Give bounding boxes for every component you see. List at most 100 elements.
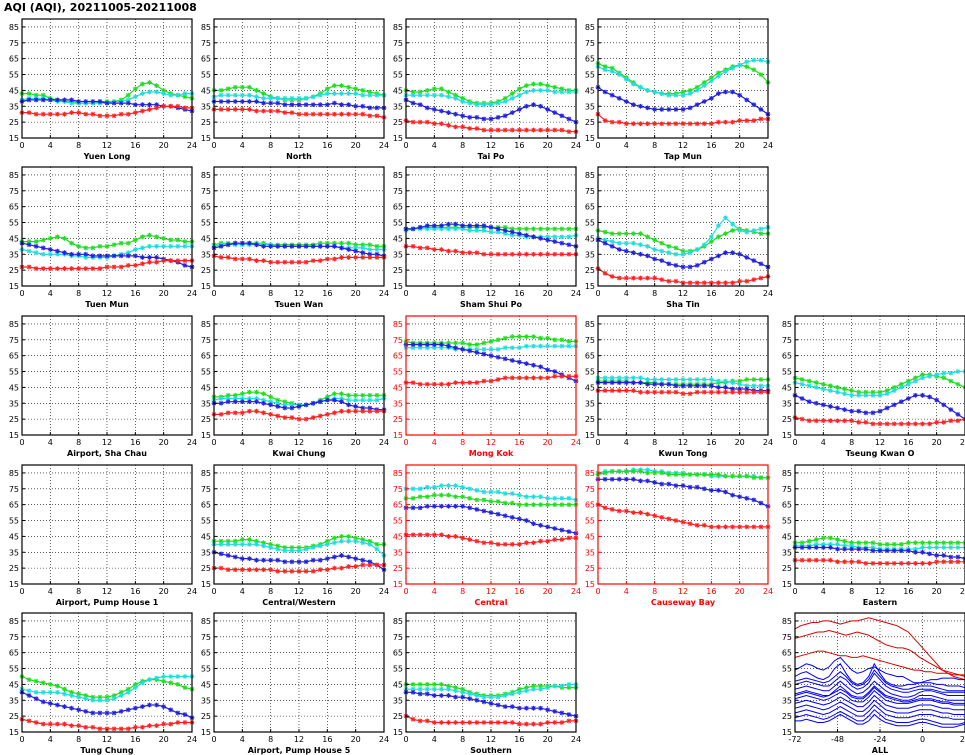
data-point-marker	[417, 381, 423, 387]
data-point-marker	[26, 693, 32, 698]
data-point-marker	[694, 102, 700, 108]
data-point-marker	[239, 391, 245, 397]
data-point-marker	[849, 388, 855, 393]
data-point-marker	[744, 255, 750, 260]
y-tick-label: 45	[201, 86, 211, 95]
data-point-marker	[410, 682, 416, 687]
data-point-marker	[218, 107, 224, 112]
x-tick-label: 16	[706, 141, 716, 150]
x-tick-label: 4	[432, 438, 437, 447]
data-point-marker	[623, 375, 629, 381]
data-point-marker	[367, 538, 373, 544]
data-point-marker	[842, 538, 847, 544]
data-point-marker	[616, 247, 622, 252]
x-tick-label: 20	[351, 289, 361, 298]
data-point-marker	[481, 720, 487, 725]
y-tick-label: 75	[9, 187, 19, 196]
data-point-marker	[495, 100, 501, 106]
data-point-marker	[218, 411, 224, 417]
data-point-marker	[247, 99, 252, 104]
y-tick-label: 65	[393, 203, 403, 212]
data-point-marker	[332, 111, 337, 117]
data-point-marker	[835, 385, 840, 390]
data-point-marker	[154, 255, 159, 260]
x-tick-label: 4	[240, 735, 245, 744]
data-point-marker	[118, 708, 124, 714]
data-point-marker	[261, 410, 266, 416]
data-point-marker	[538, 522, 543, 528]
data-point-marker	[884, 560, 890, 566]
data-point-marker	[566, 535, 572, 541]
data-point-marker	[638, 389, 643, 395]
data-point-marker	[913, 560, 918, 566]
data-point-marker	[332, 256, 337, 262]
y-tick-label: 25	[9, 118, 19, 127]
y-tick-label: 85	[585, 23, 595, 32]
data-point-marker	[552, 127, 558, 133]
data-point-marker	[723, 89, 728, 95]
data-point-marker	[730, 119, 735, 125]
data-point-marker	[275, 95, 281, 101]
data-point-marker	[175, 92, 181, 98]
data-point-marker	[453, 494, 458, 500]
data-point-marker	[282, 259, 288, 265]
data-point-marker	[842, 407, 847, 413]
data-point-marker	[927, 545, 932, 550]
data-point-marker	[168, 721, 174, 727]
data-point-marker	[247, 389, 252, 395]
data-point-marker	[76, 694, 82, 700]
data-point-marker	[140, 261, 145, 267]
data-point-marker	[339, 396, 344, 401]
data-point-marker	[254, 399, 259, 405]
data-point-marker	[856, 559, 862, 565]
x-tick-label: 8	[652, 587, 657, 596]
data-point-marker	[509, 720, 515, 725]
data-point-marker	[652, 256, 658, 262]
data-point-marker	[296, 259, 302, 265]
data-point-marker	[69, 266, 74, 271]
data-point-marker	[701, 522, 707, 528]
data-point-marker	[97, 710, 103, 716]
data-point-marker	[83, 708, 89, 714]
x-tick-label: 24	[763, 438, 773, 447]
data-point-marker	[545, 685, 551, 690]
y-tick-label: 85	[585, 469, 595, 478]
data-point-marker	[467, 223, 473, 229]
data-point-marker	[232, 396, 238, 401]
data-point-marker	[310, 243, 316, 249]
x-tick-label: 16	[514, 141, 524, 150]
data-point-marker	[694, 522, 700, 528]
y-tick-label: 35	[782, 548, 792, 557]
data-point-marker	[353, 248, 359, 254]
data-point-marker	[948, 540, 954, 546]
y-tick-label: 85	[782, 617, 792, 626]
data-point-marker	[509, 334, 515, 340]
data-point-marker	[97, 253, 103, 259]
data-point-marker	[360, 88, 366, 93]
y-tick-label: 65	[782, 352, 792, 361]
data-point-marker	[502, 228, 508, 233]
data-point-marker	[701, 242, 707, 248]
data-point-marker	[55, 721, 60, 727]
data-point-marker	[673, 107, 679, 112]
data-point-marker	[531, 88, 536, 93]
data-point-marker	[268, 411, 274, 417]
data-point-marker	[175, 674, 181, 679]
data-point-marker	[467, 486, 473, 492]
y-tick-label: 15	[9, 282, 19, 291]
data-point-marker	[481, 127, 487, 133]
data-point-marker	[275, 100, 281, 106]
data-point-marker	[303, 416, 309, 422]
y-tick-label: 65	[201, 203, 211, 212]
data-point-marker	[431, 720, 437, 725]
data-point-marker	[495, 354, 501, 360]
y-tick-label: 75	[585, 485, 595, 494]
plot-frame	[597, 315, 769, 436]
x-tick-label: 16	[706, 587, 716, 596]
data-point-marker	[33, 689, 39, 695]
data-point-marker	[566, 495, 572, 501]
data-point-marker	[33, 696, 39, 702]
data-point-marker	[140, 81, 145, 87]
data-point-marker	[538, 88, 543, 93]
data-point-marker	[324, 91, 330, 96]
